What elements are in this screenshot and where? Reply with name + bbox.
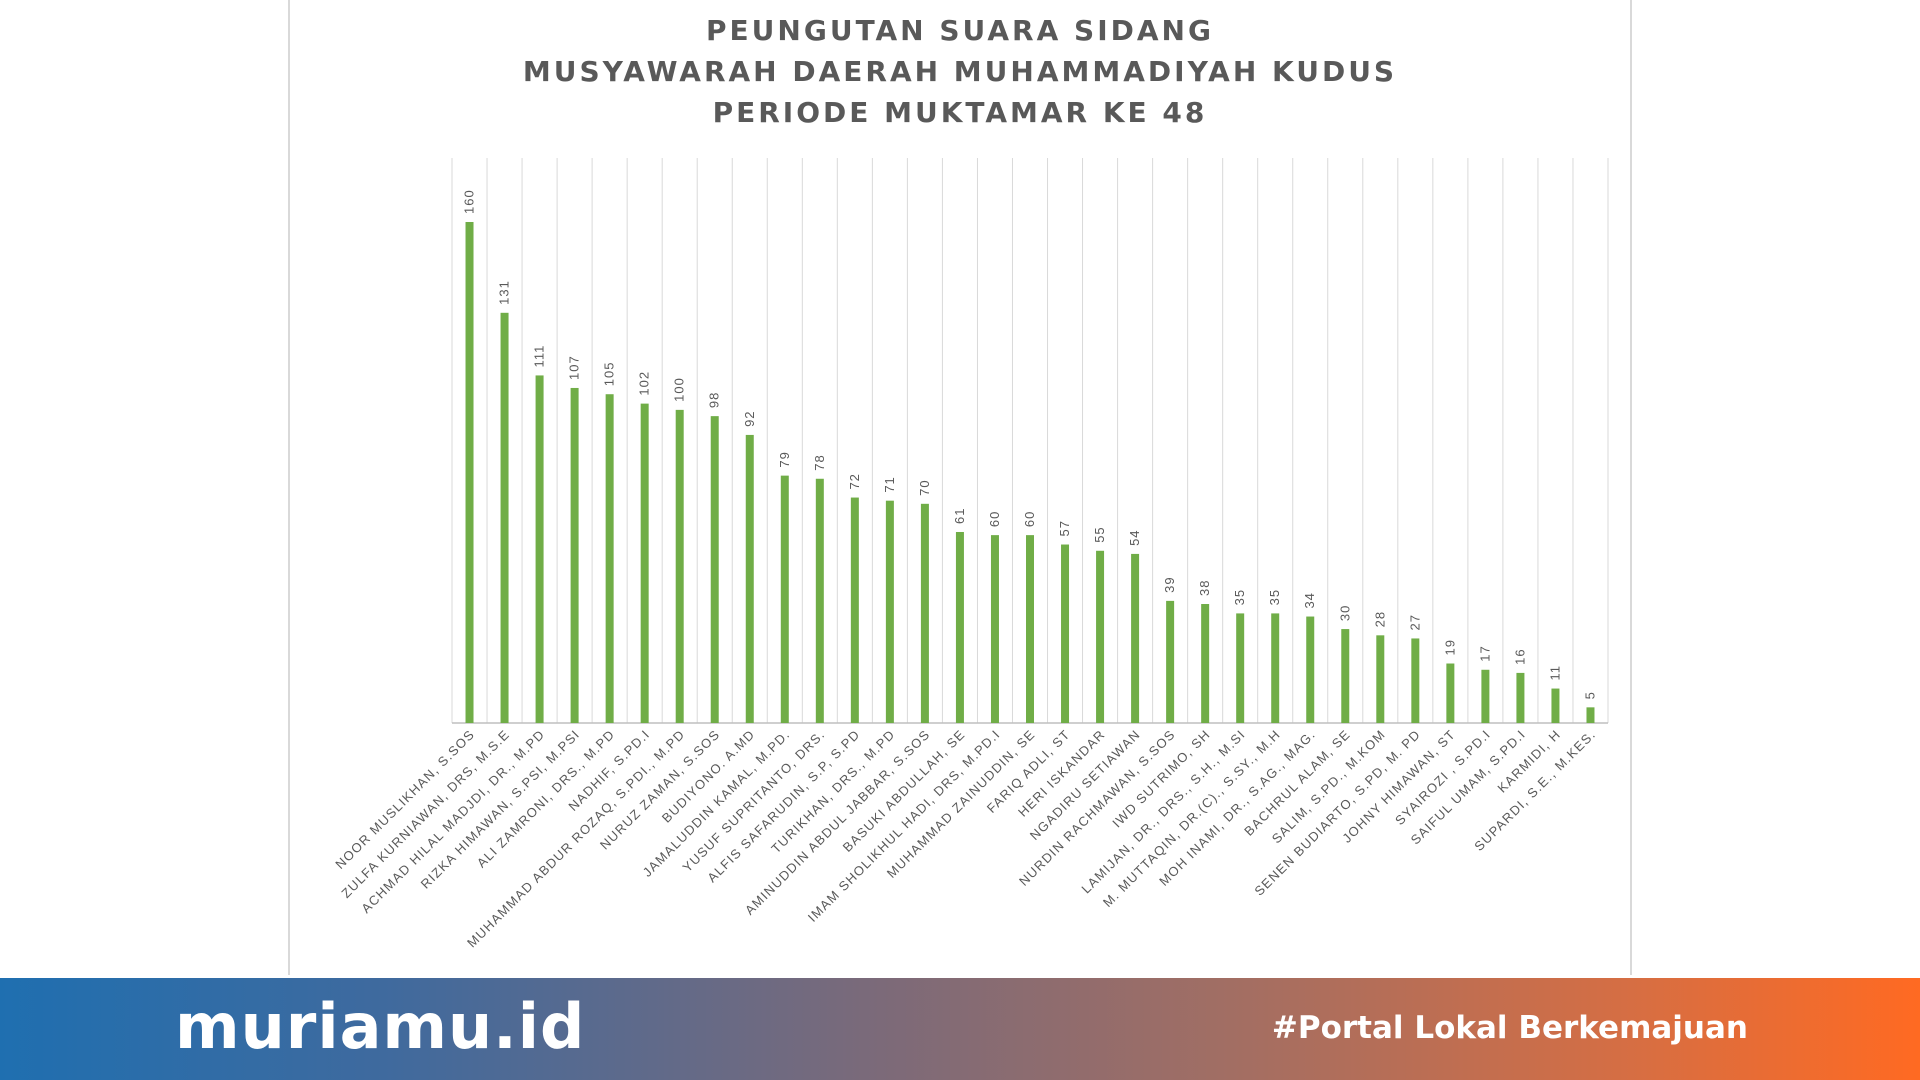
data-label: 54 xyxy=(1127,529,1142,545)
chart-title: PEUNGUTAN SUARA SIDANG MUSYAWARAH DAERAH… xyxy=(0,10,1920,133)
data-label: 35 xyxy=(1267,589,1282,605)
bar xyxy=(745,434,754,723)
bar xyxy=(1516,672,1525,723)
data-label: 72 xyxy=(847,473,862,489)
data-label: 111 xyxy=(532,345,547,368)
data-label: 60 xyxy=(1022,511,1037,527)
footer-banner: muriamu.id #Portal Lokal Berkemajuan xyxy=(0,978,1920,1080)
data-label: 11 xyxy=(1547,665,1562,681)
data-label: 92 xyxy=(742,410,757,426)
bar xyxy=(605,394,614,723)
bar xyxy=(780,475,789,723)
data-label: 55 xyxy=(1092,526,1107,542)
bar xyxy=(1096,550,1105,723)
bar xyxy=(1061,544,1070,723)
data-label: 27 xyxy=(1407,614,1422,630)
bar xyxy=(1446,663,1455,723)
data-label: 160 xyxy=(462,189,477,214)
data-label: 61 xyxy=(952,508,967,524)
data-label: 71 xyxy=(882,476,897,492)
bar xyxy=(710,416,719,723)
data-label: 102 xyxy=(637,371,652,396)
footer-tagline: #Portal Lokal Berkemajuan xyxy=(1271,1010,1748,1046)
bar xyxy=(1481,669,1490,723)
bar xyxy=(920,503,929,723)
bar xyxy=(1201,604,1210,723)
data-label: 70 xyxy=(917,479,932,495)
panel-right-border xyxy=(1630,0,1632,975)
data-label: 78 xyxy=(812,454,827,470)
data-label: 19 xyxy=(1442,639,1457,655)
bar xyxy=(570,387,579,723)
bar xyxy=(1166,600,1175,723)
bar xyxy=(1376,635,1385,723)
bar xyxy=(1131,553,1140,723)
bar xyxy=(1341,629,1350,723)
bar xyxy=(850,497,859,723)
bar xyxy=(1236,613,1245,723)
bar xyxy=(815,478,824,723)
data-label: 5 xyxy=(1582,691,1597,699)
bar xyxy=(640,403,649,723)
bar xyxy=(1026,535,1034,723)
data-label: 105 xyxy=(602,362,617,387)
brand-logo: muriamu.id xyxy=(175,990,586,1063)
bar xyxy=(1411,638,1420,723)
data-label: 98 xyxy=(707,392,722,408)
data-label: 35 xyxy=(1232,589,1247,605)
bar xyxy=(1271,613,1280,723)
chart-title-line-2: MUSYAWARAH DAERAH MUHAMMADIYAH KUDUS xyxy=(522,55,1398,88)
bar xyxy=(955,531,964,723)
data-label: 16 xyxy=(1512,648,1527,664)
chart-title-line-1: PEUNGUTAN SUARA SIDANG xyxy=(706,14,1214,47)
data-label: 28 xyxy=(1372,611,1387,627)
bar xyxy=(465,222,474,723)
data-label: 107 xyxy=(567,355,582,380)
data-label: 17 xyxy=(1477,645,1492,661)
bar xyxy=(1586,707,1595,723)
bar xyxy=(500,312,509,723)
data-label: 30 xyxy=(1337,605,1352,621)
bar xyxy=(675,409,684,723)
data-label: 38 xyxy=(1197,580,1212,596)
data-label: 100 xyxy=(672,377,687,402)
data-label: 57 xyxy=(1057,520,1072,536)
bar xyxy=(885,500,894,723)
data-label: 39 xyxy=(1162,576,1177,592)
panel-left-border xyxy=(288,0,290,975)
bar xyxy=(1551,688,1560,723)
data-label: 79 xyxy=(777,451,792,467)
data-label: 60 xyxy=(987,511,1002,527)
bar xyxy=(1306,616,1315,723)
data-label: 34 xyxy=(1302,592,1317,608)
bar xyxy=(990,535,999,723)
bar xyxy=(535,375,544,723)
data-label: 131 xyxy=(497,280,512,305)
chart-title-line-3: PERIODE MUKTAMAR KE 48 xyxy=(712,96,1208,129)
